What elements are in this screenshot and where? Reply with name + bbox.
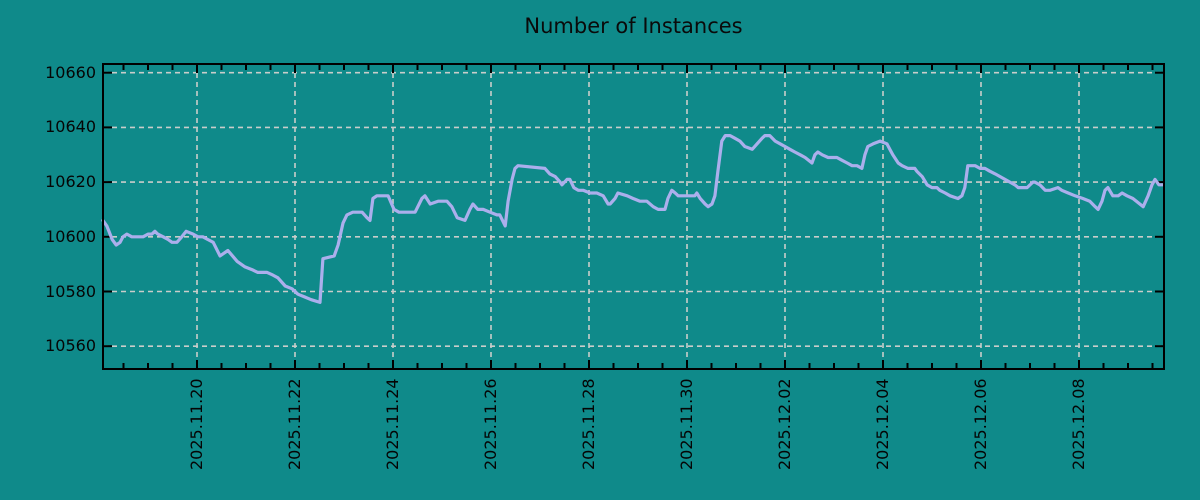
data-line [101,134,1165,304]
x-tick-label: 2025.12.02 [775,378,794,470]
y-tick-label: 10660 [45,62,96,82]
x-tick-label: 2025.12.08 [1069,378,1088,470]
y-tick-label: 10620 [45,172,96,192]
x-tick-label: 2025.11.28 [579,378,598,470]
x-tick-label: 2025.11.30 [677,378,696,470]
y-tick-label: 10600 [45,226,96,246]
x-tick-label: 2025.12.06 [971,378,990,470]
x-tick-label: 2025.11.26 [481,378,500,470]
x-tick-label: 2025.11.20 [187,378,206,470]
axis-frame [102,63,1165,370]
x-tick-label: 2025.11.24 [383,378,402,470]
x-tick-label: 2025.12.04 [873,378,892,470]
chart-title: Number of Instances [524,14,743,38]
y-tick-label: 10640 [45,117,96,137]
y-tick-label: 10560 [45,336,96,356]
x-tick-label: 2025.11.22 [285,378,304,470]
y-tick-label: 10580 [45,281,96,301]
